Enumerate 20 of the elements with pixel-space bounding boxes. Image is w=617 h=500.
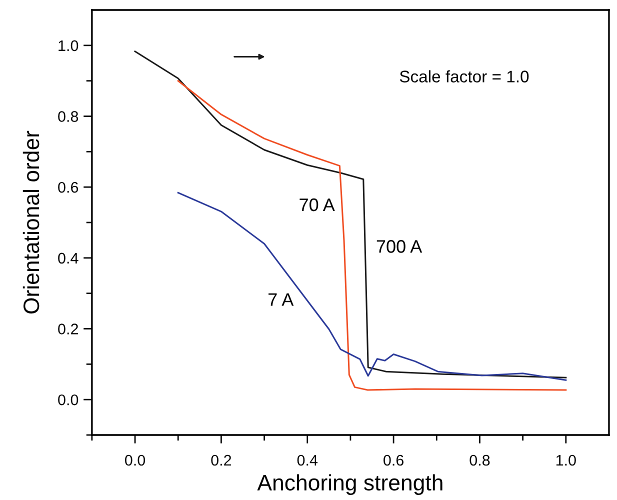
series-label: 70 A (300, 198, 335, 212)
annotation: Scale factor = 1.0 (400, 70, 529, 82)
y-tick-label: 0.0 (58, 394, 78, 406)
y-tick-label: 0.4 (58, 252, 78, 264)
x-tick-label: 0.8 (470, 454, 490, 466)
y-tick-label: 0.8 (58, 111, 78, 122)
x-tick-label: 0.4 (297, 454, 318, 466)
line-series (177, 192, 567, 381)
y-tick-label: 1.0 (58, 40, 78, 52)
series-label: 700 A (376, 240, 422, 253)
x-tick-label: 0.0 (125, 454, 146, 466)
x-tick-label: 1.0 (556, 454, 576, 466)
y-axis-title: Orientational order (22, 130, 40, 314)
y-tick-label: 0.2 (58, 324, 78, 334)
x-axis-title: Anchoring strength (257, 474, 442, 495)
x-tick-label: 0.2 (211, 454, 232, 466)
line-series (134, 50, 567, 378)
series-label: 7 A (268, 293, 294, 306)
y-tick-label: 0.6 (58, 182, 78, 193)
x-tick-label: 0.6 (384, 454, 404, 466)
